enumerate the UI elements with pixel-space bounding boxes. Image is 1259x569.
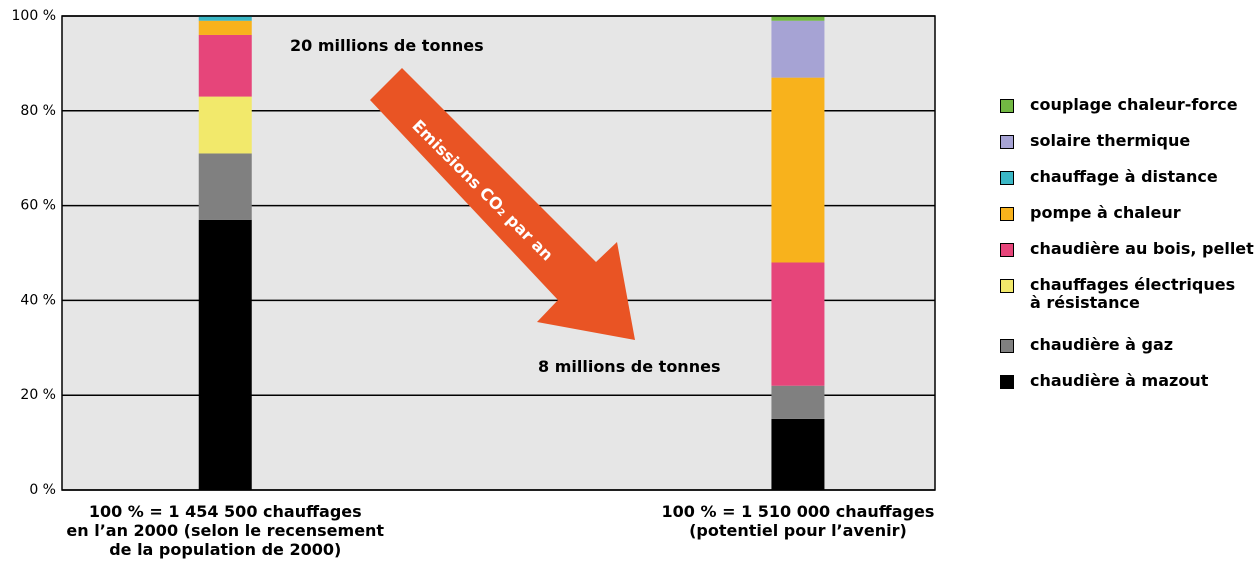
legend-label: chaudière à mazout [1030,371,1209,390]
legend-label: chaudière à gaz [1030,335,1174,354]
legend-swatch [1000,135,1014,149]
bar-segment [771,16,825,21]
legend-swatch [1000,339,1014,353]
y-tick-label: 80 % [20,103,56,119]
legend-label: chauffage à distance [1030,167,1218,186]
legend-label: pompe à chaleur [1030,203,1181,222]
bar-segment [198,34,252,97]
legend-swatch [1000,243,1014,257]
legend-label: solaire thermique [1030,131,1191,150]
bar-segment [771,20,825,78]
y-tick-label: 60 % [20,198,56,214]
legend-swatch [1000,99,1014,113]
legend-label: chauffages électriques à résistance [1030,275,1236,312]
legend-label: couplage chaleur-force [1030,95,1238,114]
x-tick-label: 100 % = 1 454 500 chauffages en l’an 200… [66,502,385,559]
annotation: 8 millions de tonnes [538,357,721,376]
arrow [370,68,635,340]
y-tick-label: 40 % [20,292,56,308]
y-tick-label: 0 % [29,482,56,498]
legend-swatch [1000,375,1014,389]
bar-segment [771,77,825,263]
bar-segment [198,219,252,490]
annotation: 20 millions de tonnes [290,36,484,55]
legend-swatch [1000,171,1014,185]
bar-segment [198,153,252,220]
legend-swatch [1000,207,1014,221]
legend-label: chaudière au bois, pellet [1030,239,1254,258]
bar-segment [771,385,825,419]
x-tick-label: 100 % = 1 510 000 chauffages (potentiel … [661,502,935,540]
plot-frame [61,15,936,491]
bar-segment [198,20,252,35]
bar-segment [198,96,252,154]
bar-segment [771,418,825,490]
legend-swatch [1000,279,1014,293]
y-tick-label: 100 % [12,8,56,24]
bar-segment [771,262,825,386]
y-tick-label: 20 % [20,387,56,403]
bar-segment [198,16,252,21]
